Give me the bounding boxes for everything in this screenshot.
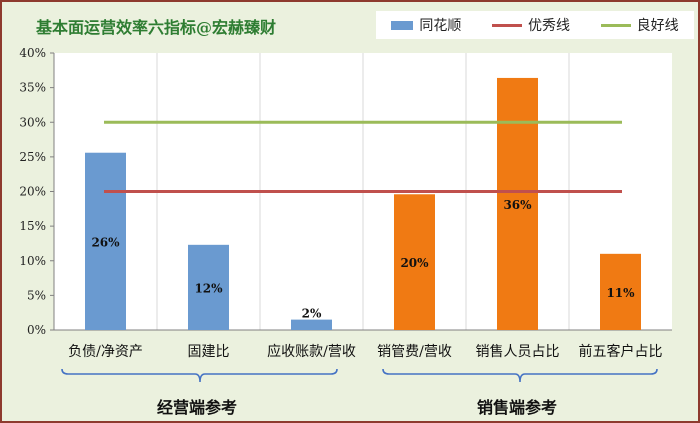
legend-swatch-0: [391, 20, 414, 30]
y-tick-label-1: 5%: [27, 288, 46, 302]
category-label-5: 前五客户占比: [579, 343, 663, 360]
data-label-1: 12%: [194, 281, 223, 295]
group-label-sales: 销售端参考: [477, 398, 558, 417]
legend-item-0: 同花顺: [391, 15, 461, 35]
y-tick-label-0: 0%: [27, 323, 46, 337]
y-tick-label-2: 10%: [19, 254, 46, 268]
y-tick-label-8: 40%: [19, 46, 46, 60]
category-label-3: 销管费/营收: [377, 344, 452, 360]
data-label-3: 20%: [400, 256, 429, 270]
legend-item-2: 良好线: [600, 15, 679, 35]
bar-4: [497, 77, 538, 331]
legend-label-0: 同花顺: [419, 18, 462, 34]
y-tick-label-4: 20%: [19, 185, 46, 199]
group-label-operations: 经营端参考: [157, 398, 238, 417]
legend-label-1: 优秀线: [527, 18, 570, 34]
data-label-4: 36%: [503, 198, 532, 212]
group-brace-1: [382, 368, 658, 383]
chart-title: 基本面运营效率六指标@宏赫臻财: [36, 18, 277, 37]
data-label-2: 2%: [302, 307, 322, 321]
group-brace-0: [61, 368, 338, 383]
y-tick-label-7: 35%: [19, 81, 46, 95]
category-label-2: 应收账款/营收: [267, 343, 356, 360]
bar-5: [600, 253, 641, 330]
legend-label-2: 良好线: [636, 18, 679, 34]
category-label-4: 销售人员占比: [476, 344, 560, 360]
category-label-1: 固建比: [188, 344, 230, 360]
chart-legend: 同花顺 优秀线 良好线: [376, 11, 694, 39]
legend-swatch-2: [600, 23, 631, 27]
data-label-5: 11%: [606, 286, 635, 300]
y-tick-label-5: 25%: [19, 150, 46, 164]
bar-3: [394, 194, 435, 330]
data-label-0: 26%: [91, 235, 120, 249]
y-tick-label-6: 30%: [19, 115, 46, 129]
legend-item-1: 优秀线: [491, 15, 570, 35]
category-label-0: 负债/净资产: [68, 344, 143, 360]
bar-2: [291, 319, 332, 330]
legend-swatch-1: [491, 23, 522, 27]
y-tick-label-3: 15%: [19, 219, 46, 233]
bar-0: [85, 152, 126, 330]
bar-1: [188, 244, 229, 330]
